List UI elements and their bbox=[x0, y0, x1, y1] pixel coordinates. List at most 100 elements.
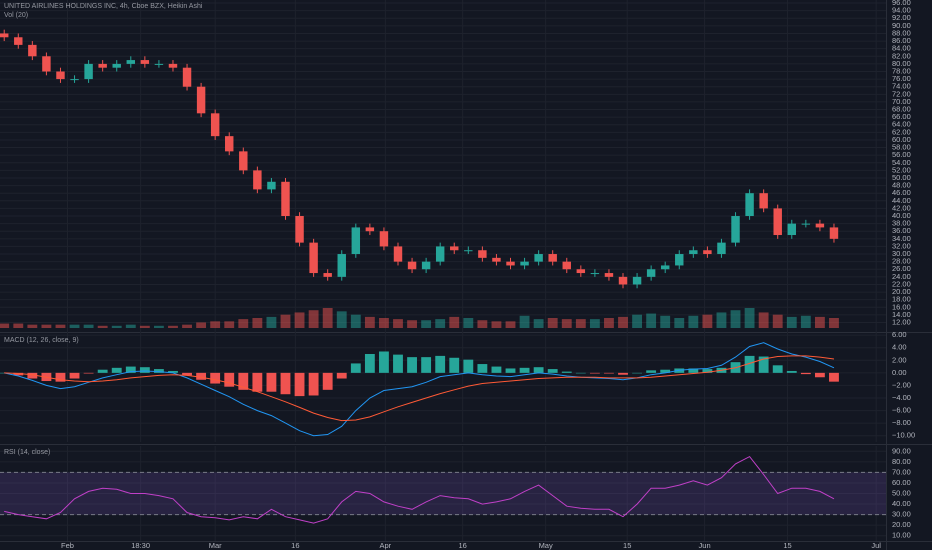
histogram-bar bbox=[618, 372, 628, 375]
candle-body bbox=[604, 273, 614, 277]
histogram-bar bbox=[660, 369, 671, 373]
y-tick-label: 86.00 bbox=[892, 36, 911, 45]
volume-bar bbox=[435, 319, 446, 328]
y-tick-label: 2.00 bbox=[892, 355, 907, 364]
y-tick-label: 10.00 bbox=[892, 531, 911, 540]
candle-body bbox=[281, 181, 290, 217]
chart-title: UNITED AIRLINES HOLDINGS INC, 4h, Cboe B… bbox=[4, 3, 203, 10]
candle-body bbox=[225, 136, 234, 152]
candle-body bbox=[675, 254, 684, 266]
candle-body bbox=[421, 261, 431, 270]
volume-bar bbox=[786, 316, 797, 328]
volume-bar bbox=[336, 311, 347, 328]
candle-body bbox=[295, 216, 304, 243]
y-tick-label: 78.00 bbox=[892, 66, 911, 75]
volume-bar bbox=[688, 315, 699, 328]
volume-bar bbox=[125, 324, 136, 328]
volume-bar bbox=[772, 314, 783, 328]
volume-bar bbox=[561, 319, 572, 328]
y-tick-label: 6.00 bbox=[892, 330, 907, 339]
histogram-bar bbox=[407, 357, 417, 373]
y-tick-label: 90.00 bbox=[892, 21, 911, 30]
candle-body bbox=[154, 63, 164, 65]
volume-bar bbox=[660, 315, 671, 328]
histogram-bar bbox=[632, 372, 642, 374]
histogram-bar bbox=[294, 372, 305, 397]
histogram-bar bbox=[491, 366, 502, 373]
y-tick-label: −4.00 bbox=[892, 393, 911, 402]
candle-body bbox=[801, 223, 811, 225]
histogram-bar bbox=[604, 372, 614, 374]
volume-bar bbox=[829, 318, 839, 328]
candle-body bbox=[239, 151, 248, 171]
volume-bar bbox=[449, 316, 460, 328]
candle-body bbox=[435, 246, 445, 262]
x-tick-label: Feb bbox=[61, 541, 74, 550]
candle-body bbox=[393, 246, 403, 262]
volume-bar bbox=[308, 310, 319, 328]
candle-body bbox=[464, 250, 473, 252]
candle-body bbox=[689, 250, 698, 255]
y-tick-label: 40.00 bbox=[892, 211, 911, 220]
candle-body bbox=[787, 223, 796, 236]
y-tick-label: 16.00 bbox=[892, 302, 911, 311]
x-tick-label: Jul bbox=[871, 541, 881, 550]
volume-bar bbox=[210, 321, 221, 328]
volume-bar bbox=[716, 312, 727, 328]
candle-body bbox=[717, 242, 726, 255]
histogram-bar bbox=[575, 372, 586, 374]
histogram-bar bbox=[435, 355, 446, 373]
candle-body bbox=[309, 242, 318, 274]
volume-bar bbox=[238, 319, 249, 328]
histogram-bar bbox=[238, 372, 249, 390]
candle-body bbox=[759, 193, 768, 209]
y-tick-label: 80.00 bbox=[892, 59, 911, 68]
histogram-bar bbox=[702, 369, 713, 373]
y-tick-label: 42.00 bbox=[892, 203, 911, 212]
candle-body bbox=[745, 193, 754, 217]
candle-body bbox=[253, 170, 262, 190]
y-tick-label: 38.00 bbox=[892, 219, 911, 228]
volume-bar bbox=[575, 319, 586, 328]
candle-body bbox=[182, 67, 192, 87]
candle-body bbox=[829, 227, 839, 239]
histogram-bar bbox=[744, 355, 755, 373]
y-tick-label: 76.00 bbox=[892, 74, 911, 83]
histogram-bar bbox=[111, 367, 122, 373]
histogram-bar bbox=[139, 367, 150, 373]
candle-body bbox=[576, 269, 586, 274]
y-tick-label: 50.00 bbox=[892, 173, 911, 182]
volume-bar bbox=[182, 324, 192, 328]
y-tick-label: 94.00 bbox=[892, 6, 911, 15]
volume-bar bbox=[646, 313, 657, 328]
volume-bar bbox=[322, 308, 333, 328]
y-tick-label: 28.00 bbox=[892, 257, 911, 266]
x-tick-label: 16 bbox=[291, 541, 299, 550]
volume-bar bbox=[379, 318, 389, 328]
candle-body bbox=[112, 63, 121, 68]
y-tick-label: 30.00 bbox=[892, 510, 911, 519]
candle-body bbox=[337, 254, 346, 277]
histogram-bar bbox=[589, 372, 600, 374]
candle-body bbox=[520, 261, 529, 266]
volume-bar bbox=[491, 321, 502, 328]
y-tick-label: 74.00 bbox=[892, 82, 911, 91]
y-tick-label: 36.00 bbox=[892, 226, 911, 235]
histogram-bar bbox=[786, 370, 797, 373]
y-tick-label: 56.00 bbox=[892, 150, 911, 159]
candle-body bbox=[0, 33, 9, 38]
volume-bar bbox=[421, 320, 432, 328]
candle-body bbox=[731, 216, 740, 243]
histogram-bar bbox=[379, 351, 389, 373]
candle-body bbox=[632, 276, 642, 285]
histogram-bar bbox=[196, 372, 207, 380]
candle-body bbox=[70, 79, 79, 81]
y-tick-label: 70.00 bbox=[892, 97, 911, 106]
pane-title: MACD (12, 26, close, 9) bbox=[4, 337, 79, 344]
x-tick-label: 16 bbox=[459, 541, 467, 550]
rsi-line bbox=[4, 455, 835, 524]
histogram-bar bbox=[83, 372, 94, 374]
histogram-bar bbox=[322, 372, 333, 390]
volume-bar bbox=[505, 321, 516, 328]
